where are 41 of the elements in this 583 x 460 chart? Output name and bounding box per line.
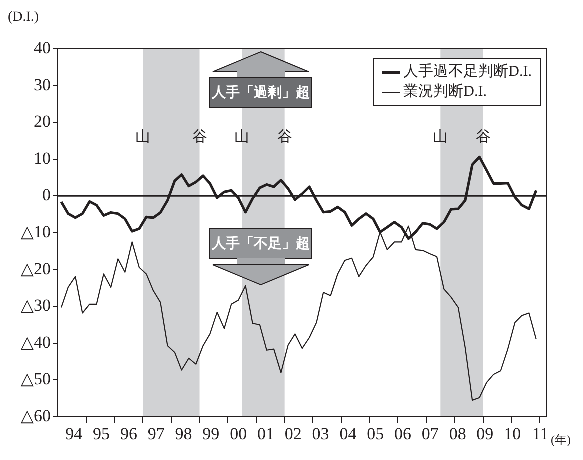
x-tick-label: 07 — [422, 424, 440, 444]
x-tick-label: 06 — [394, 424, 412, 444]
y-axis-title: (D.I.) — [8, 10, 40, 26]
y-tick-label: 0 — [42, 186, 51, 205]
x-tick-label: 94 — [66, 424, 84, 444]
x-tick-label: 08 — [449, 424, 466, 444]
y-tick-label: 30 — [34, 75, 51, 94]
x-tick-label: 96 — [120, 424, 138, 444]
y-tick-label: △20 — [20, 259, 51, 278]
y-tick-label: 40 — [34, 38, 51, 58]
x-tick-label: 00 — [230, 424, 248, 444]
y-tick-label: △50 — [20, 370, 51, 389]
y-tick-label: 10 — [34, 148, 51, 168]
x-tick-label: 01 — [258, 424, 275, 444]
annotation: 谷 — [192, 128, 208, 146]
annotation: 谷 — [277, 128, 292, 146]
x-axis-title: (年) — [551, 432, 571, 449]
legend-label: 人手過不足判断D.I. — [404, 62, 532, 82]
x-tick-label: 11 — [532, 424, 549, 444]
annotation: 山 — [433, 128, 448, 146]
x-tick-label: 95 — [93, 424, 110, 444]
x-tick-label: 03 — [312, 424, 330, 444]
y-tick-label: △40 — [20, 332, 51, 352]
annotation: 人手「不足」超 — [209, 230, 313, 258]
x-tick-label: 98 — [175, 424, 192, 444]
y-tick-label: 20 — [34, 112, 51, 132]
annotation: 山 — [234, 128, 250, 146]
legend-label: 業況判断D.I. — [404, 82, 487, 102]
x-tick-label: 02 — [284, 424, 302, 444]
y-tick-label: △30 — [20, 296, 51, 316]
x-tick-label: 05 — [367, 424, 384, 444]
annotation: 山 — [136, 128, 151, 146]
x-tick-label: 10 — [504, 424, 522, 444]
annotation: 人手「過剰」超 — [209, 79, 313, 107]
annotation: 谷 — [476, 128, 491, 146]
x-tick-label: 97 — [148, 424, 166, 444]
y-tick-label: △10 — [20, 222, 51, 242]
y-tick-label: △60 — [20, 406, 51, 426]
x-tick-label: 09 — [476, 424, 494, 444]
x-tick-label: 04 — [340, 424, 358, 444]
x-tick-label: 99 — [202, 424, 220, 444]
